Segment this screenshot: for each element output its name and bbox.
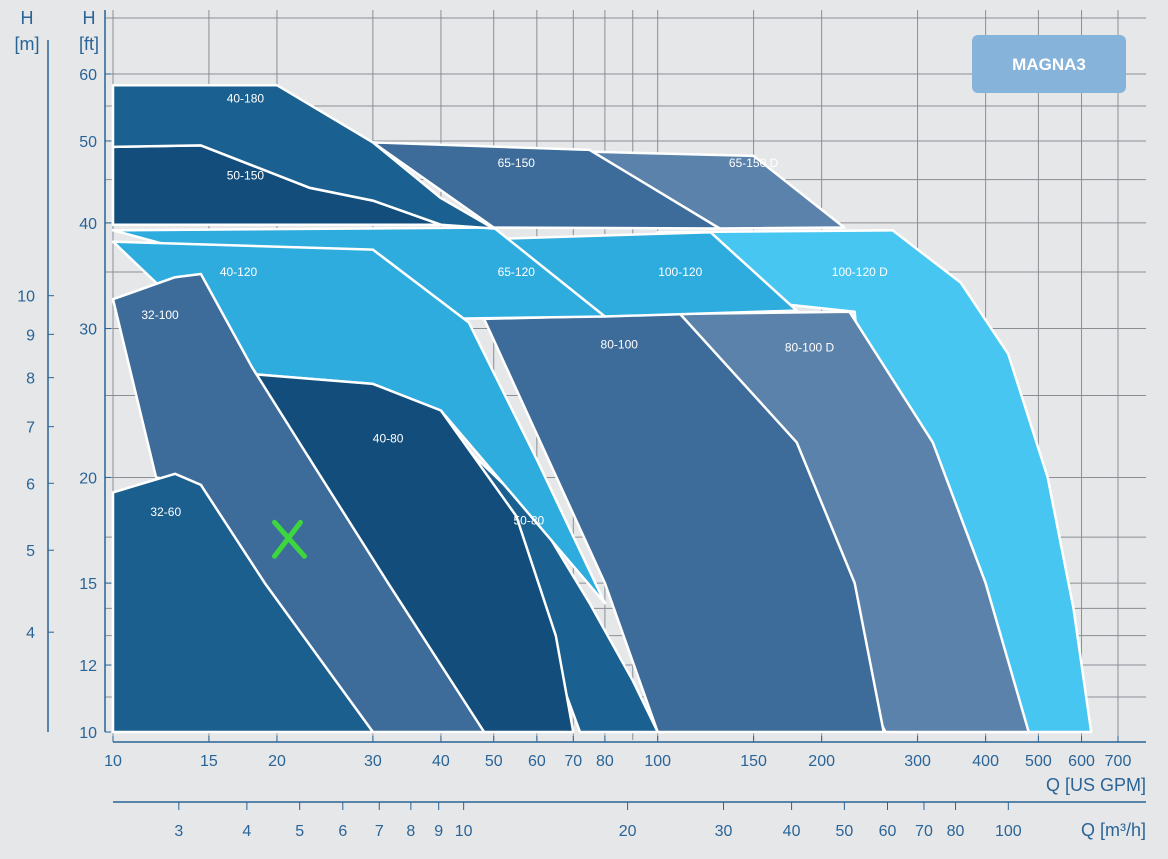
x2-tick-label: 7: [375, 823, 384, 840]
y2-tick-label: 9: [26, 327, 35, 344]
curve-label-65-120: 65-120: [498, 265, 536, 279]
x2-tick-label: 5: [295, 823, 304, 840]
curve-label-32-100: 32-100: [141, 308, 179, 322]
x-tick-label: 30: [364, 753, 382, 770]
y-tick-label: 20: [79, 470, 97, 487]
x2-tick-label: 50: [835, 823, 853, 840]
y2-tick-label: 10: [17, 289, 35, 306]
model-badge-label: MAGNA3: [1012, 55, 1086, 74]
y-axis-unit: H: [83, 8, 96, 28]
x-axis-title: Q [US GPM]: [1046, 775, 1146, 795]
y2-tick-label: 6: [26, 476, 35, 493]
marker-x-stroke-2: [272, 519, 304, 559]
x2-axis-title: Q [m³/h]: [1081, 820, 1146, 840]
axes: 10 12 15 20 30 40 50 60 4 5 6 7 8 9 10 10 15 20 30 40 50 60 70…: [17, 10, 1146, 840]
y-tick-label: 15: [79, 576, 97, 593]
pump-curves: [111, 83, 1093, 734]
curve-label-80-100: 80-100: [601, 338, 639, 352]
curve-label-65-150-d: 65-150 D: [729, 156, 779, 170]
x2-tick-label: 4: [242, 823, 251, 840]
x-tick-label: 300: [904, 753, 931, 770]
curve-label-50-80: 50-80: [513, 513, 544, 527]
y2-tick-label: 7: [26, 420, 35, 437]
curve-label-65-150: 65-150: [498, 156, 536, 170]
x2-tick-label: 9: [434, 823, 443, 840]
curve-label-50-150: 50-150: [227, 169, 265, 183]
y-tick-label: 30: [79, 322, 97, 339]
curve-80-100: [482, 312, 885, 734]
curve-40-180: [111, 83, 495, 230]
curve-label-32-60: 32-60: [150, 505, 181, 519]
y-tick-label: 60: [79, 67, 97, 84]
y-tick-label: 12: [79, 658, 97, 675]
x-tick-label: 10: [104, 753, 122, 770]
y2-axis-dim: [m]: [15, 34, 40, 54]
curve-label-40-120: 40-120: [220, 265, 258, 279]
x-tick-label: 15: [200, 753, 218, 770]
x2-tick-label: 20: [619, 823, 637, 840]
x-tick-label: 70: [564, 753, 582, 770]
x-tick-label: 200: [808, 753, 835, 770]
x-tick-label: 400: [972, 753, 999, 770]
x-tick-label: 150: [740, 753, 767, 770]
curve-label-40-80: 40-80: [373, 431, 404, 445]
x-tick-label: 50: [485, 753, 503, 770]
marker-group: [272, 519, 308, 559]
y-tick-label: 10: [79, 725, 97, 742]
x-tick-label: 60: [528, 753, 546, 770]
model-badge: MAGNA3: [972, 35, 1126, 93]
curve-label-40-180: 40-180: [227, 92, 265, 106]
x-tick-label: 80: [596, 753, 614, 770]
x2-tick-label: 3: [174, 823, 183, 840]
y-tick-label: 50: [79, 134, 97, 151]
x-tick-label: 500: [1025, 753, 1052, 770]
x2-tick-label: 70: [915, 823, 933, 840]
y2-tick-label: 8: [26, 371, 35, 388]
y-axis-dim: [ft]: [79, 34, 99, 54]
curve-label-100-120-d: 100-120 D: [832, 265, 888, 279]
curve-label-80-100-d: 80-100 D: [785, 340, 835, 354]
y2-tick-label: 4: [26, 625, 35, 642]
x-tick-label: 600: [1068, 753, 1095, 770]
model-badge-bg: [972, 35, 1126, 93]
x-tick-label: 40: [432, 753, 450, 770]
x-tick-label: 700: [1105, 753, 1132, 770]
x2-tick-label: 10: [455, 823, 473, 840]
x2-tick-label: 100: [995, 823, 1022, 840]
curve-65-150: [371, 141, 721, 230]
x2-tick-label: 30: [715, 823, 733, 840]
x2-tick-label: 80: [947, 823, 965, 840]
curve-label-100-120: 100-120: [658, 265, 702, 279]
x2-tick-label: 8: [406, 823, 415, 840]
curve-labels: 100-120 D 80-100 D 80-100 65-150 D 65-150 100…: [141, 92, 888, 528]
x-tick-label: 20: [268, 753, 286, 770]
y2-tick-label: 5: [26, 543, 35, 560]
x2-tick-label: 60: [879, 823, 897, 840]
x2-tick-label: 6: [338, 823, 347, 840]
y2-axis-unit: H: [21, 8, 34, 28]
curve-32-60: [111, 472, 375, 734]
y-tick-label: 40: [79, 216, 97, 233]
x2-tick-label: 40: [783, 823, 801, 840]
x-tick-label: 100: [644, 753, 671, 770]
